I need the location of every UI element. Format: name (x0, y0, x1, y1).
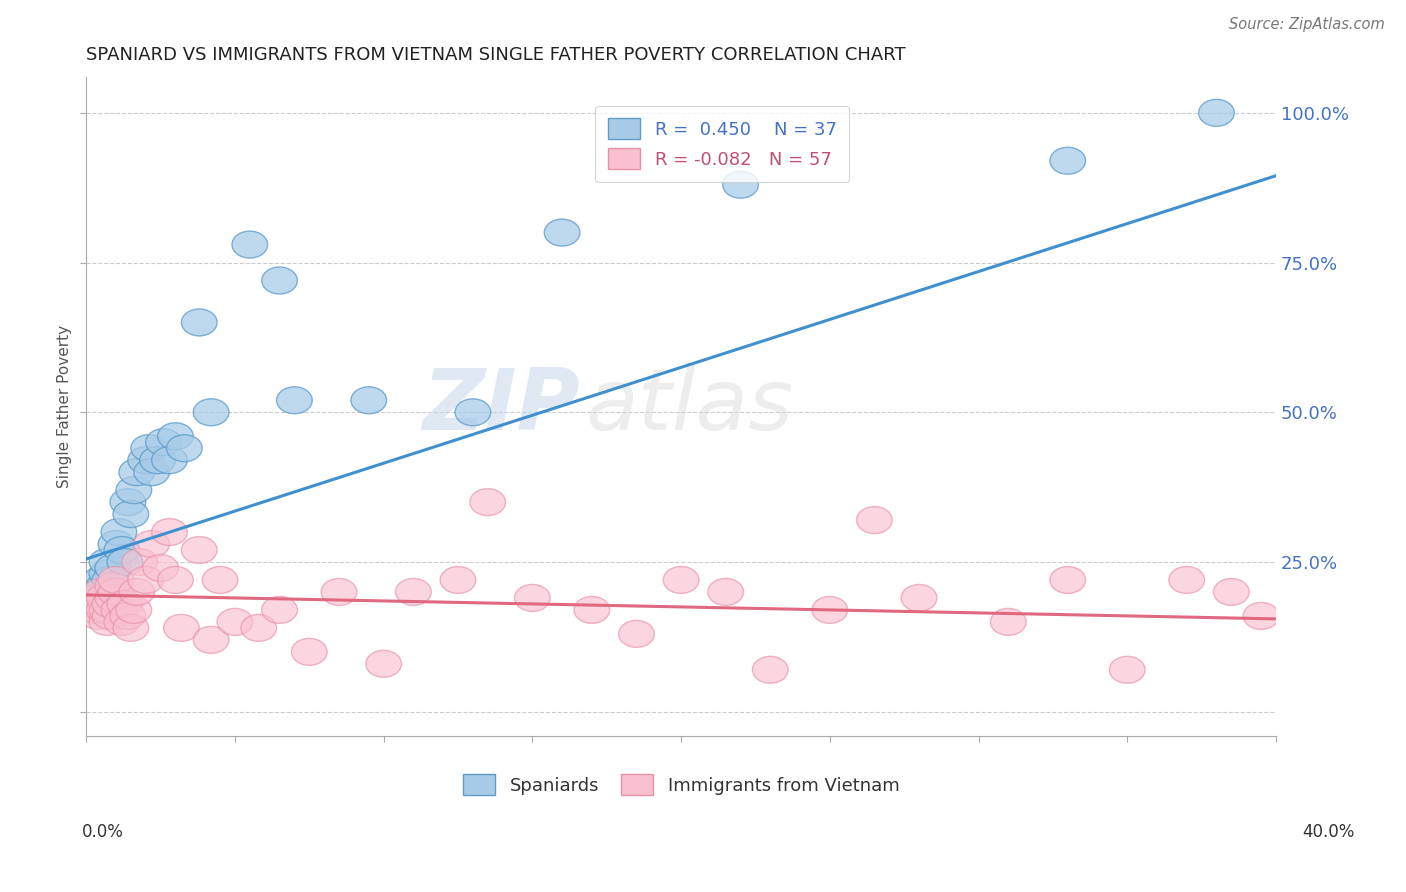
Text: atlas: atlas (586, 365, 794, 448)
Text: 40.0%: 40.0% (1302, 822, 1355, 840)
Y-axis label: Single Father Poverty: Single Father Poverty (58, 325, 72, 488)
Text: 0.0%: 0.0% (82, 822, 124, 840)
Legend: Spaniards, Immigrants from Vietnam: Spaniards, Immigrants from Vietnam (456, 767, 907, 803)
Text: SPANIARD VS IMMIGRANTS FROM VIETNAM SINGLE FATHER POVERTY CORRELATION CHART: SPANIARD VS IMMIGRANTS FROM VIETNAM SING… (86, 46, 905, 64)
Text: Source: ZipAtlas.com: Source: ZipAtlas.com (1229, 17, 1385, 31)
Text: ZIP: ZIP (422, 365, 579, 448)
